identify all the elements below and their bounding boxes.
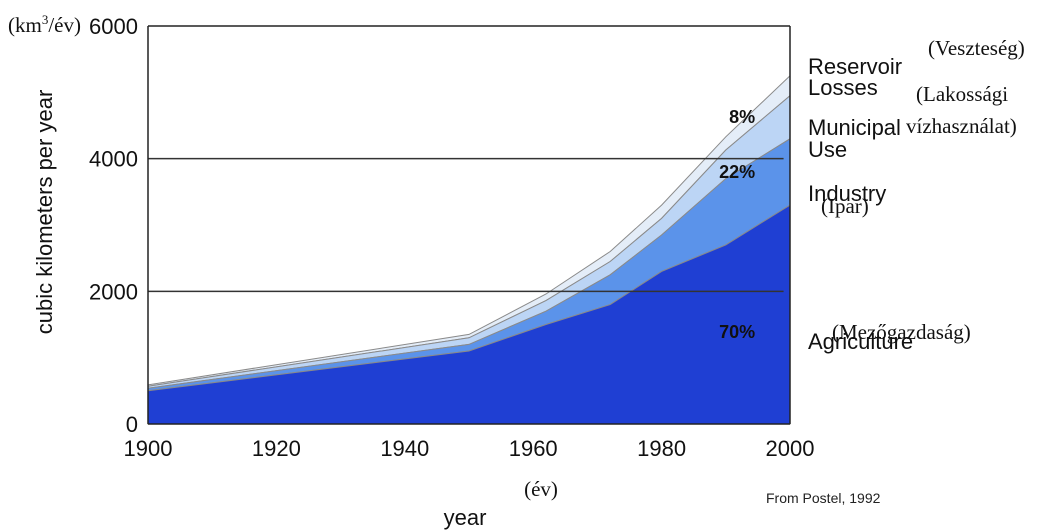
plot-area xyxy=(147,25,791,425)
y-tick-label: 6000 xyxy=(89,14,138,39)
series-label-municipal-use: Municipal xyxy=(808,115,901,140)
source-note: From Postel, 1992 xyxy=(766,490,881,506)
x-tick-label: 1960 xyxy=(509,436,558,461)
series-label-hu-reservoir-losses: (Veszteség) xyxy=(928,36,1025,60)
series-label-reservoir-losses: Reservoir xyxy=(808,54,902,79)
x-tick-label: 1920 xyxy=(252,436,301,461)
series-label-hu-municipal-use: vízhasználat) xyxy=(906,114,1017,138)
x-axis-title-hu: (év) xyxy=(524,477,558,501)
percent-label: 70% xyxy=(719,322,755,342)
y-tick-label: 2000 xyxy=(89,279,138,304)
chart-labels: 0 2000 4000 6000 1900 1920 1940 1960 1980 2000 70%… xyxy=(89,14,1025,461)
y-axis-title: cubic kilometers per year xyxy=(32,90,57,335)
x-tick-label: 2000 xyxy=(766,436,815,461)
percent-label: 22% xyxy=(719,162,755,182)
y-tick-label: 4000 xyxy=(89,147,138,172)
y-unit-label: (km3/év) xyxy=(8,12,81,37)
percent-label: 8% xyxy=(729,107,755,127)
x-tick-label: 1940 xyxy=(380,436,429,461)
y-tick-label: 0 xyxy=(126,412,138,437)
series-label-hu-agriculture: (Mezőgazdaság) xyxy=(832,320,971,344)
x-axis-title: year xyxy=(444,505,487,530)
series-label-agriculture: Agriculture xyxy=(808,329,913,354)
series-label-hu-municipal-use: (Lakossági xyxy=(916,82,1008,106)
series-label-municipal-use: Use xyxy=(808,137,847,162)
x-tick-label: 1900 xyxy=(124,436,173,461)
x-tick-label: 1980 xyxy=(637,436,686,461)
series-label-industry: Industry xyxy=(808,181,886,206)
series-label-hu-industry: (Ipar) xyxy=(821,194,869,218)
series-label-reservoir-losses: Losses xyxy=(808,75,878,100)
